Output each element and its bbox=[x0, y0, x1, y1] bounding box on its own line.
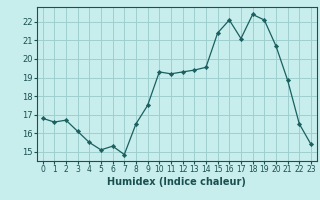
X-axis label: Humidex (Indice chaleur): Humidex (Indice chaleur) bbox=[108, 177, 246, 187]
